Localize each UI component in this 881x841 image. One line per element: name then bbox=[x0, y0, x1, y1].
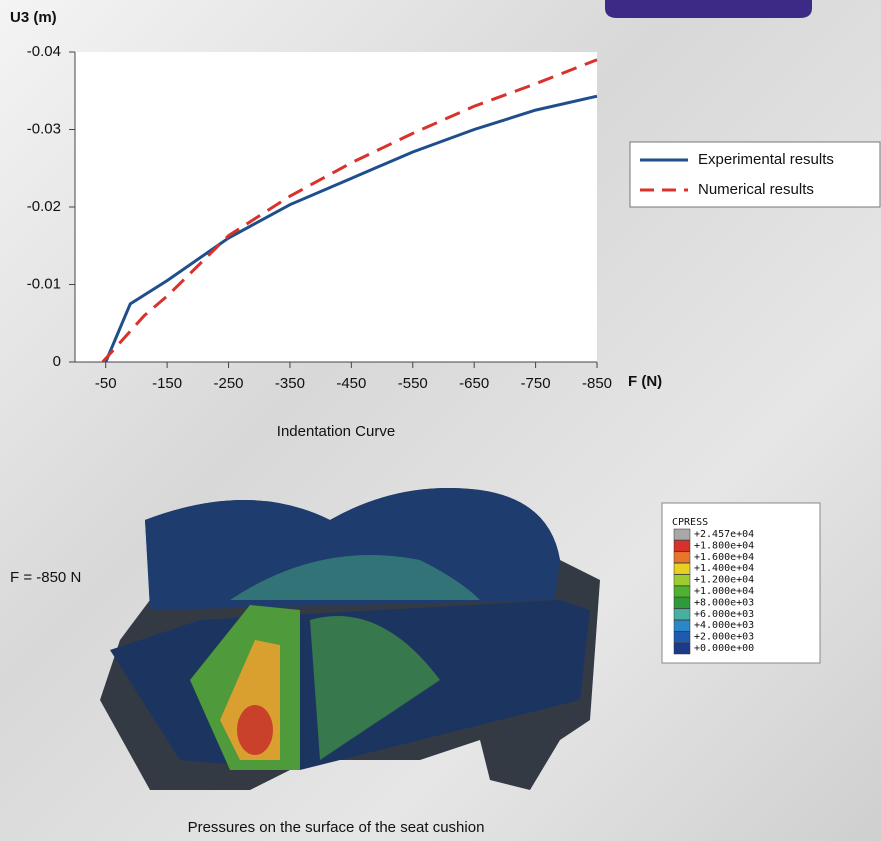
banner bbox=[605, 0, 812, 18]
y-tick-label: -0.01 bbox=[27, 275, 61, 292]
legend bbox=[629, 141, 881, 208]
contour-label: +1.200e+04 bbox=[694, 575, 754, 586]
contour-label: +1.400e+04 bbox=[694, 563, 754, 574]
contour-swatch bbox=[673, 619, 691, 632]
x-tick-label: -350 bbox=[275, 375, 305, 392]
x-tick-label: -450 bbox=[336, 375, 366, 392]
chart-title: Indentation Curve bbox=[277, 423, 395, 440]
contour-label: +1.000e+04 bbox=[694, 586, 754, 597]
x-tick-label: -150 bbox=[152, 375, 182, 392]
contour-swatch bbox=[673, 562, 691, 575]
contour-swatch bbox=[673, 597, 691, 609]
contour-label: +8.000e+03 bbox=[694, 597, 754, 608]
contour-label: +2.000e+03 bbox=[694, 632, 754, 643]
y-tick-label: -0.04 bbox=[27, 43, 61, 60]
x-tick-label: -550 bbox=[398, 375, 428, 392]
x-tick-label: -250 bbox=[214, 375, 244, 392]
contour-swatch bbox=[673, 574, 691, 586]
x-tick-label: -50 bbox=[95, 375, 117, 392]
x-tick-label: -650 bbox=[459, 375, 489, 392]
contour-legend-title: CPRESS bbox=[672, 517, 708, 528]
contour-swatch bbox=[673, 642, 691, 655]
contour-label: +1.600e+04 bbox=[694, 552, 754, 563]
y-axis-label: U3 (m) bbox=[10, 9, 57, 26]
contour-swatch bbox=[673, 585, 691, 598]
contour-label: +0.000e+00 bbox=[694, 643, 754, 654]
contour-label: +1.800e+04 bbox=[694, 540, 754, 551]
contour-swatch bbox=[673, 631, 691, 643]
contour-swatch bbox=[673, 540, 691, 552]
contour-swatch bbox=[673, 528, 691, 541]
y-tick-label: -0.03 bbox=[27, 120, 61, 137]
seat-cushion-image bbox=[100, 488, 600, 790]
series-line bbox=[104, 94, 598, 363]
force-label: F = -850 N bbox=[10, 569, 81, 586]
y-tick-label: 0 bbox=[53, 353, 61, 370]
x-tick-label: -750 bbox=[521, 375, 551, 392]
legend-label: Experimental results bbox=[698, 151, 834, 168]
contour-swatch bbox=[673, 551, 691, 564]
image-caption: Pressures on the surface of the seat cus… bbox=[188, 819, 485, 836]
x-axis-label: F (N) bbox=[628, 373, 662, 390]
contour-label: +2.457e+04 bbox=[694, 529, 754, 540]
x-tick-label: -850 bbox=[582, 375, 612, 392]
contour-label: +6.000e+03 bbox=[694, 609, 754, 620]
series-line bbox=[101, 58, 598, 364]
y-tick-label: -0.02 bbox=[27, 198, 61, 215]
plot-area bbox=[75, 52, 597, 362]
contour-label: +4.000e+03 bbox=[694, 620, 754, 631]
contour-swatch bbox=[673, 608, 691, 621]
legend-label: Numerical results bbox=[698, 181, 814, 198]
